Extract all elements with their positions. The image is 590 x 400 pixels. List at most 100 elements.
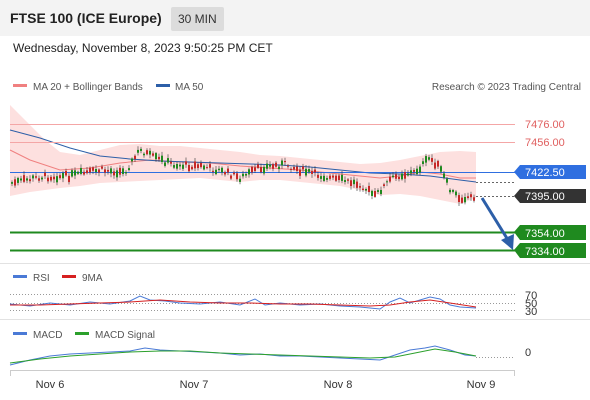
candle-body: [149, 150, 151, 155]
candle-body: [257, 164, 259, 169]
chart-header: FTSE 100 (ICE Europe) 30 MIN: [0, 0, 590, 36]
rsi-tick-70: 70: [525, 290, 537, 302]
candle-body: [449, 189, 451, 193]
candle-body: [368, 185, 370, 193]
candle-body: [296, 166, 298, 171]
candle-body: [41, 177, 43, 180]
candle-body: [143, 153, 145, 156]
level-label-7456: 7456.00: [525, 137, 565, 149]
candle-body: [203, 165, 205, 170]
candle-body: [32, 175, 34, 179]
candle-body: [221, 167, 223, 173]
candle-body: [434, 162, 436, 169]
candle-body: [74, 170, 76, 176]
candle-body: [107, 169, 109, 172]
rsi-signal-line: [10, 299, 477, 308]
candle-body: [98, 169, 100, 173]
candle-body: [200, 163, 202, 168]
candle-body: [341, 174, 343, 181]
candle-body: [314, 169, 316, 173]
candle-body: [89, 167, 91, 173]
level-badge-last: [514, 189, 586, 203]
candle-body: [359, 186, 361, 188]
macd-signal-line: [9, 348, 477, 364]
candle-body: [128, 168, 130, 171]
candle-body: [47, 177, 49, 182]
candle-body: [83, 171, 85, 175]
timestamp: Wednesday, November 8, 2023 9:50:25 PM C…: [13, 41, 273, 55]
candle-body: [176, 164, 178, 169]
instrument-title: FTSE 100 (ICE Europe): [10, 10, 162, 26]
credit-text: Research © 2023 Trading Central: [432, 82, 581, 93]
candle-body: [44, 172, 46, 177]
candle-body: [455, 191, 457, 196]
candle-body: [293, 167, 295, 170]
candle-body: [101, 166, 103, 169]
candle-body: [251, 166, 253, 173]
candle-body: [338, 175, 340, 181]
candle-body: [65, 170, 67, 176]
candle-body: [323, 175, 325, 181]
candle-body: [164, 162, 166, 166]
candle-body: [356, 181, 358, 188]
candle-body: [248, 169, 250, 175]
candle-body: [167, 158, 169, 163]
candle-body: [254, 167, 256, 172]
candle-body: [332, 175, 334, 178]
candle-body: [452, 190, 454, 192]
rsi-tick-30: 30: [525, 306, 537, 318]
macd-zero-tick: 0: [525, 347, 531, 359]
candle-body: [398, 176, 400, 180]
candle-body: [182, 164, 184, 169]
candle-body: [287, 165, 289, 167]
candle-body: [224, 172, 226, 175]
candle-body: [386, 181, 388, 183]
candle-body: [209, 164, 211, 168]
level-badge-ma: [514, 165, 586, 179]
macd-signal-legend-swatch: [75, 332, 89, 335]
candle-body: [35, 176, 37, 178]
bollinger-legend-swatch: [13, 84, 27, 87]
candle-body: [266, 163, 268, 169]
rsi-legend-swatch: [13, 275, 27, 278]
candle-body: [125, 172, 127, 174]
candle-body: [116, 170, 118, 178]
candle-body: [245, 173, 247, 176]
candle-body: [185, 161, 187, 165]
candle-body: [263, 166, 265, 174]
candle-body: [62, 172, 64, 179]
candle-body: [416, 168, 418, 175]
candle-body: [206, 167, 208, 169]
candle-body: [464, 197, 466, 203]
rsi-tick-50: 50: [525, 298, 537, 310]
rsi-legend-label: RSI: [33, 273, 50, 284]
rsi-signal-legend-swatch: [62, 275, 76, 278]
forecast-arrow-shaft: [480, 197, 510, 241]
candle-body: [374, 191, 376, 197]
candle-body: [278, 166, 280, 170]
candle-body: [290, 168, 292, 170]
candle-body: [173, 165, 175, 168]
candle-body: [260, 166, 262, 173]
chart-panel: [0, 36, 590, 400]
ma50-legend-label: MA 50: [175, 82, 204, 93]
candle-body: [473, 197, 475, 201]
candle-body: [158, 156, 160, 160]
candle-body: [68, 175, 70, 183]
rsi-line: [9, 295, 477, 310]
candle-body: [311, 171, 313, 174]
candle-body: [317, 174, 319, 178]
candle-body: [134, 155, 136, 160]
candle-body: [371, 190, 373, 196]
timeframe-button[interactable]: 30 MIN: [171, 7, 224, 31]
ma50-line: [9, 129, 477, 183]
candle-body: [347, 179, 349, 181]
candle-body: [140, 148, 142, 151]
candle-body: [23, 175, 25, 182]
candle-body: [17, 177, 19, 183]
candle-body: [446, 178, 448, 183]
candle-body: [26, 178, 28, 181]
level-label-7476: 7476.00: [525, 119, 565, 131]
level-badge-s1: [514, 225, 586, 240]
candle-body: [20, 178, 22, 181]
